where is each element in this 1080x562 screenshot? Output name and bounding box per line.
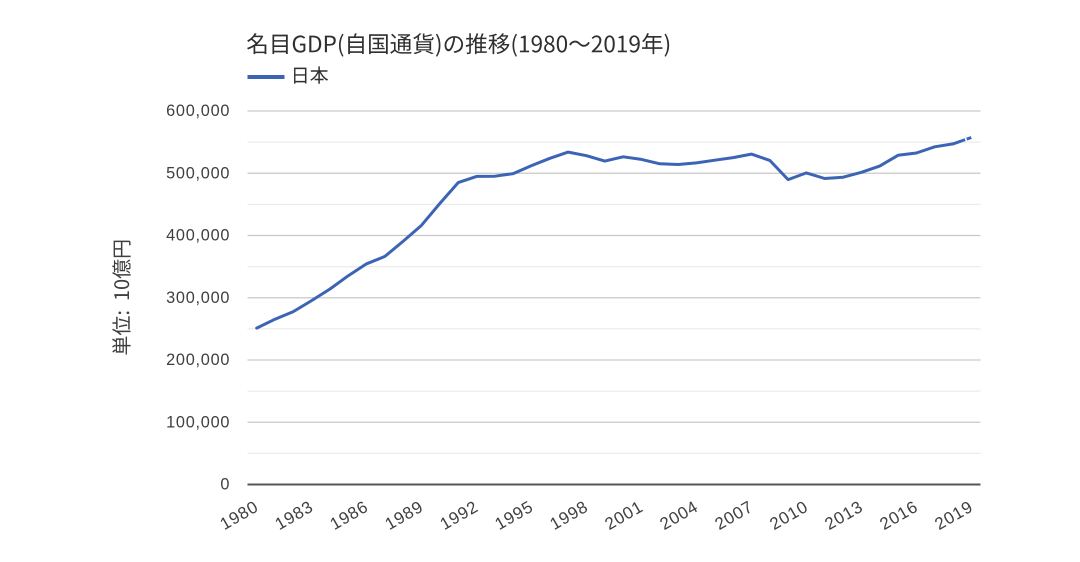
svg-text:500,000: 500,000 [166, 164, 230, 182]
svg-text:400,000: 400,000 [166, 227, 230, 245]
svg-text:100,000: 100,000 [166, 413, 230, 431]
svg-text:600,000: 600,000 [166, 102, 230, 120]
svg-text:300,000: 300,000 [166, 289, 230, 307]
svg-text:200,000: 200,000 [166, 351, 230, 369]
svg-text:0: 0 [220, 476, 230, 494]
